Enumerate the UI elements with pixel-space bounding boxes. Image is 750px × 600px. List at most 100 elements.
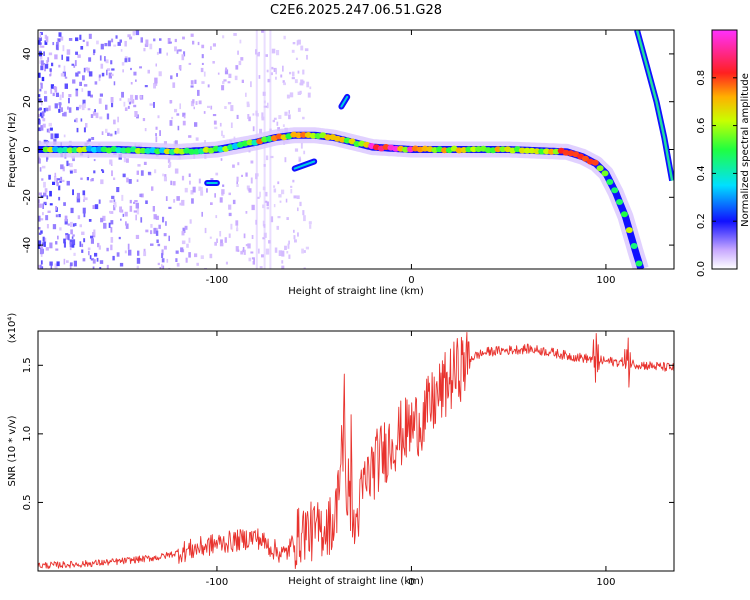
noise-cell xyxy=(55,241,58,245)
noise-cell xyxy=(127,243,130,250)
noise-cell xyxy=(69,239,73,245)
noise-cell xyxy=(175,258,178,262)
noise-cell xyxy=(234,75,238,81)
noise-cell xyxy=(192,40,195,45)
noise-cell xyxy=(100,63,104,69)
noise-cell xyxy=(258,248,260,254)
noise-cell xyxy=(144,85,148,88)
noise-cell xyxy=(252,113,255,116)
noise-cell xyxy=(43,51,45,56)
noise-cell xyxy=(294,148,299,152)
noise-cell xyxy=(113,177,116,180)
noise-cell xyxy=(197,41,200,46)
noise-cell xyxy=(246,101,250,104)
noise-cell xyxy=(270,216,274,223)
noise-cell xyxy=(296,195,300,199)
noise-cell xyxy=(40,83,43,89)
noise-cell xyxy=(158,224,161,229)
noise-cell xyxy=(230,105,234,112)
noise-cell xyxy=(135,79,137,82)
noise-cell xyxy=(221,130,223,137)
noise-cell xyxy=(41,76,45,82)
noise-cell xyxy=(81,249,84,253)
noise-cell xyxy=(219,231,222,237)
noise-cell xyxy=(266,69,269,73)
noise-cell xyxy=(305,246,309,250)
noise-cell xyxy=(139,193,143,197)
noise-cell xyxy=(42,212,44,216)
noise-cell xyxy=(201,81,205,84)
noise-cell xyxy=(111,102,114,108)
noise-cell xyxy=(45,140,48,143)
noise-cell xyxy=(41,178,44,181)
colorbar-frame xyxy=(711,29,738,270)
noise-cell xyxy=(273,67,277,72)
noise-cell xyxy=(230,223,233,230)
noise-cell xyxy=(54,176,57,181)
noise-cell xyxy=(77,71,81,74)
noise-cell xyxy=(221,85,225,91)
noise-cell xyxy=(225,261,228,265)
noise-cell xyxy=(40,125,44,131)
noise-cell xyxy=(63,258,66,265)
noise-cell xyxy=(41,45,45,48)
noise-cell xyxy=(279,200,282,203)
noise-cell xyxy=(210,105,213,110)
noise-cell xyxy=(155,63,157,67)
noise-cell xyxy=(273,117,277,120)
noise-cell xyxy=(113,201,117,205)
noise-cell xyxy=(119,39,122,43)
noise-cell xyxy=(127,105,130,109)
noise-cell xyxy=(297,207,299,212)
noise-cell xyxy=(156,239,159,243)
noise-cell xyxy=(198,178,201,184)
noise-cell xyxy=(85,123,88,128)
noise-cell xyxy=(277,216,281,219)
side-feature-core xyxy=(293,160,316,170)
noise-cell xyxy=(213,120,217,125)
noise-cell xyxy=(230,122,233,128)
noise-cell xyxy=(94,204,99,210)
noise-cell xyxy=(133,71,137,76)
noise-cell xyxy=(121,194,124,201)
noise-cell xyxy=(62,179,65,182)
noise-cell xyxy=(113,81,116,86)
noise-cell xyxy=(102,215,106,221)
noise-cell xyxy=(172,82,176,88)
noise-cell xyxy=(300,79,304,86)
noise-cell xyxy=(69,265,72,269)
x-tick-label: 0 xyxy=(408,275,414,286)
noise-cell xyxy=(66,56,70,62)
noise-cell xyxy=(133,210,138,213)
noise-cell xyxy=(166,258,169,263)
noise-cell xyxy=(48,128,51,134)
noise-cell xyxy=(307,92,311,98)
noise-cell xyxy=(261,254,264,258)
noise-cell xyxy=(88,57,92,62)
noise-cell xyxy=(130,94,134,101)
noise-cell xyxy=(63,65,66,72)
noise-cell xyxy=(163,245,167,250)
noise-cell xyxy=(214,241,217,246)
noise-cell xyxy=(143,251,147,257)
noise-cell xyxy=(49,190,52,197)
noise-cell xyxy=(136,265,139,269)
noise-cell xyxy=(74,119,77,123)
noise-cell xyxy=(38,199,40,204)
noise-cell xyxy=(204,227,207,234)
noise-cell xyxy=(114,204,117,208)
colorbar-tick-label: 0.6 xyxy=(696,118,707,134)
noise-cell xyxy=(83,103,86,109)
noise-cell xyxy=(181,175,185,181)
noise-cell xyxy=(220,239,223,246)
noise-cell xyxy=(167,38,171,44)
colorbar-tick-label: 0.2 xyxy=(696,213,707,229)
noise-cell xyxy=(181,240,186,245)
noise-cell xyxy=(212,114,217,117)
noise-cell xyxy=(48,122,52,127)
noise-cell xyxy=(66,49,71,55)
noise-cell xyxy=(190,80,194,85)
noise-cell xyxy=(207,84,210,88)
noise-cell xyxy=(90,235,94,239)
noise-cell xyxy=(50,265,53,269)
